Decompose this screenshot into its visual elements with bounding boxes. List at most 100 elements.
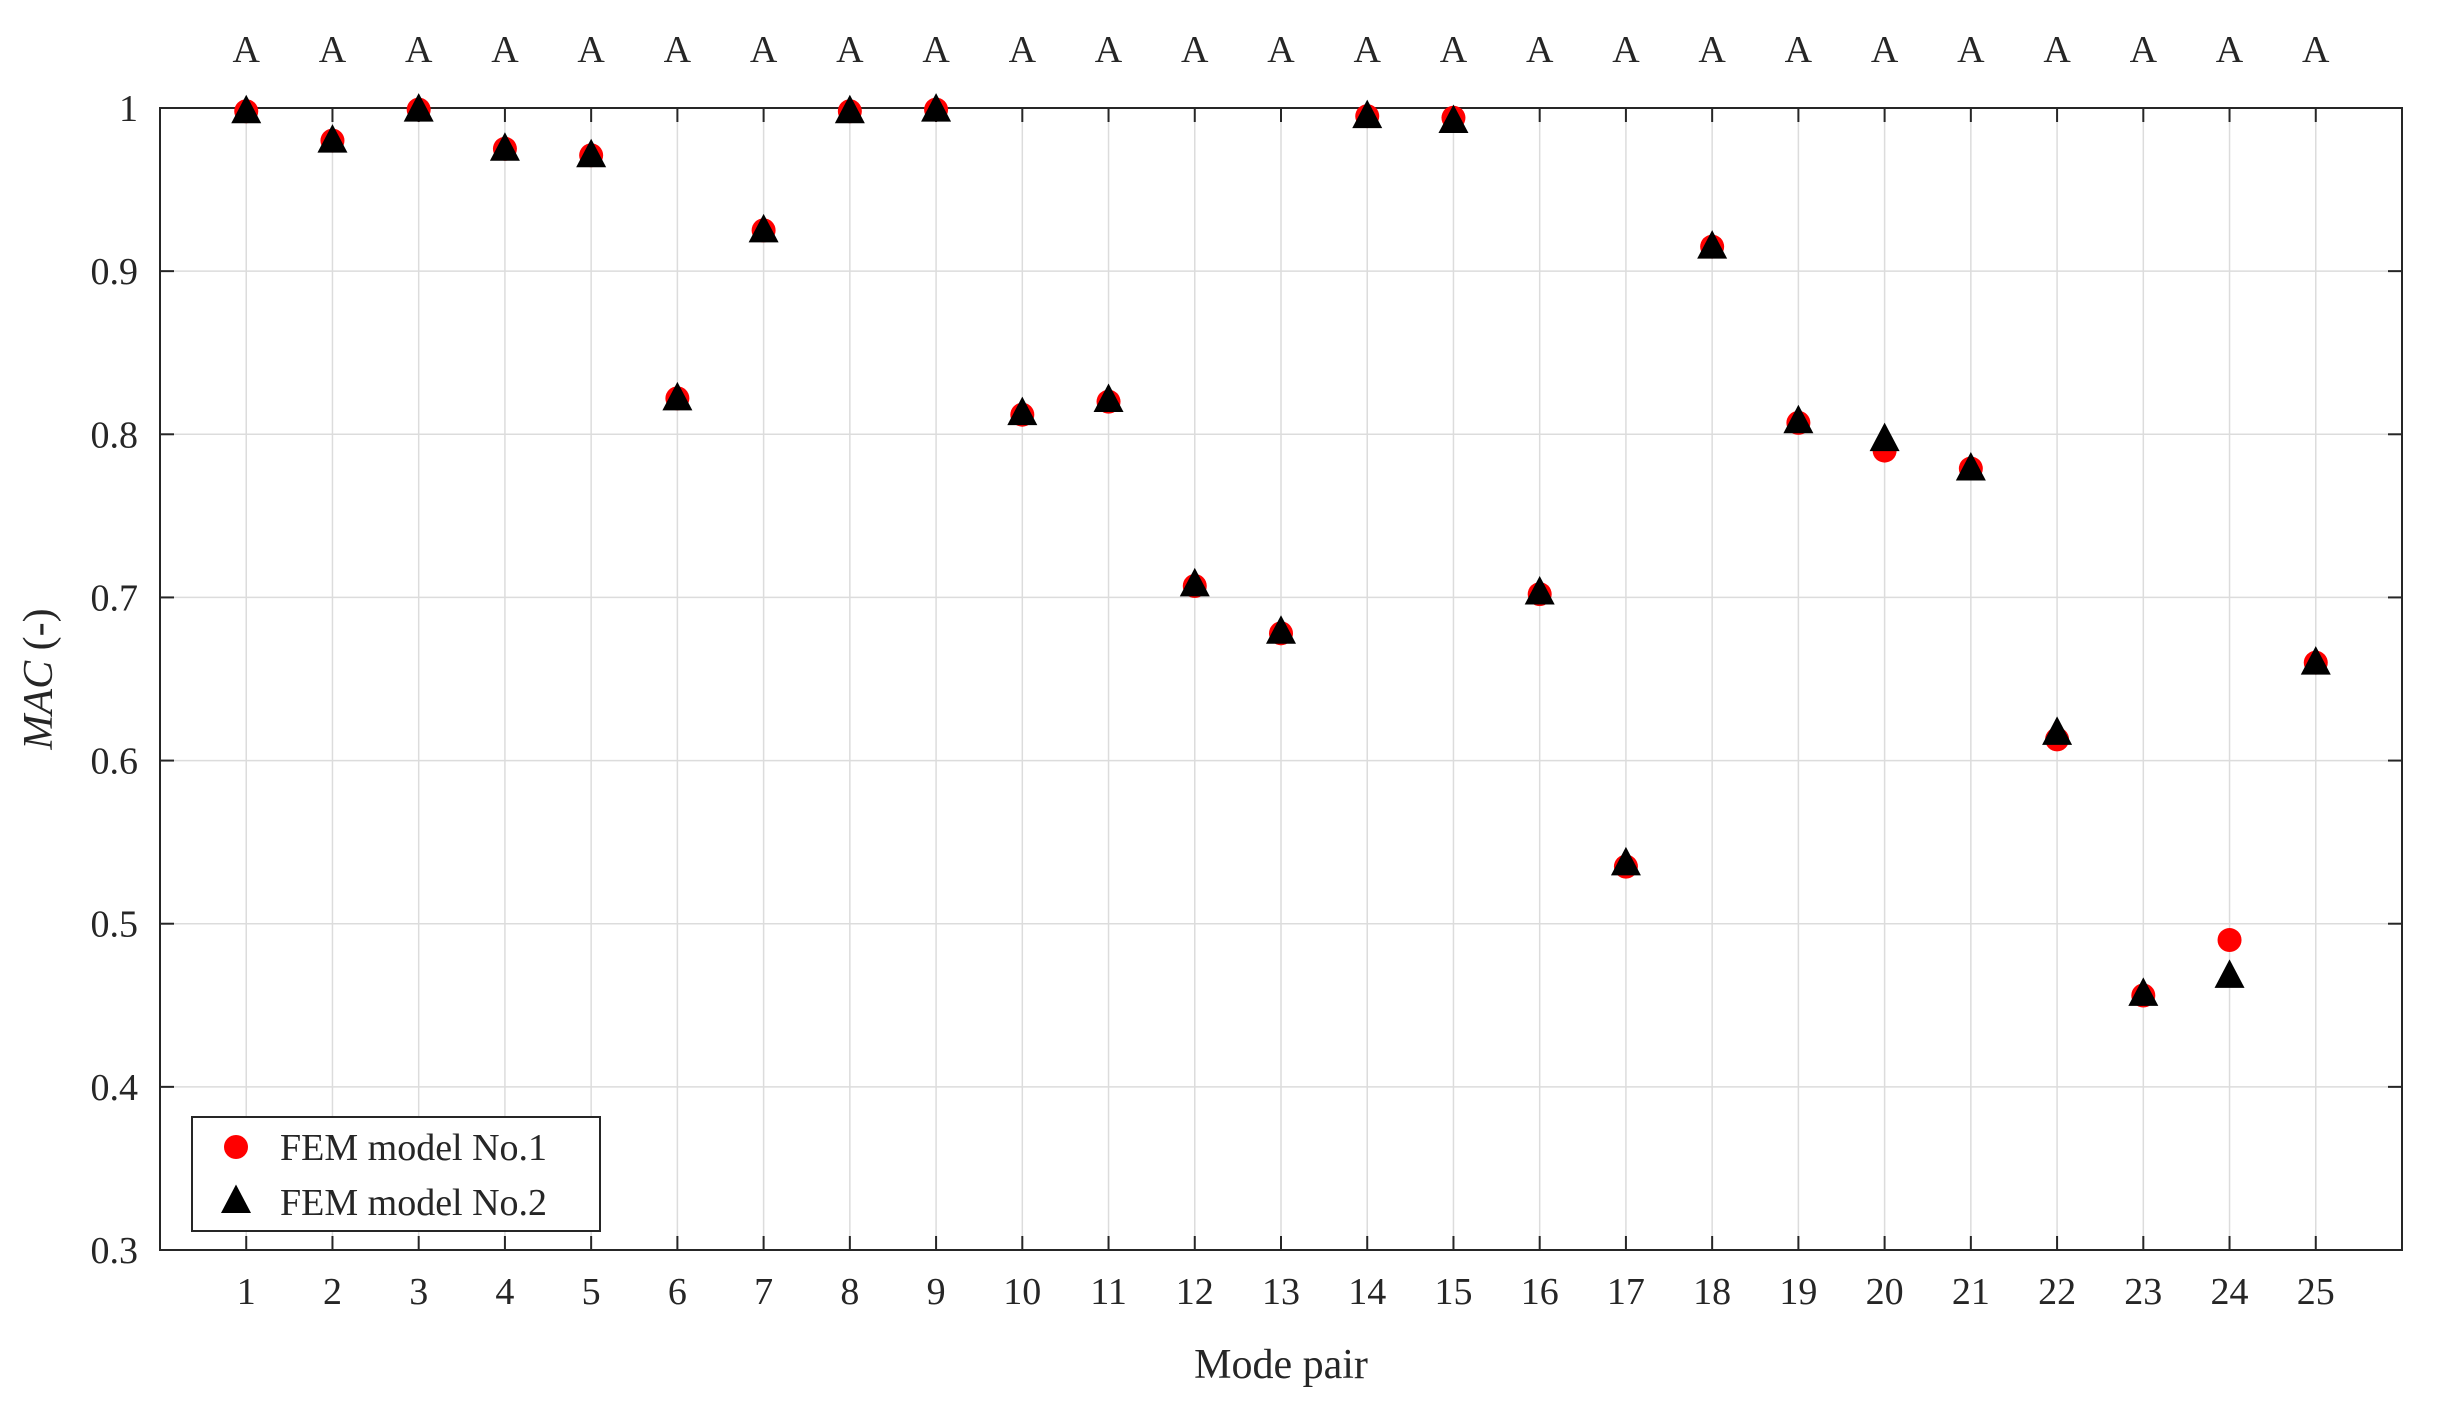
data-point-triangle: [1610, 846, 1641, 876]
top-label: A: [1785, 29, 1813, 71]
x-tick-label: 4: [495, 1271, 514, 1313]
legend-box: [191, 1116, 601, 1232]
y-tick-label: 0.7: [91, 577, 139, 619]
data-point-triangle: [1524, 576, 1555, 605]
axis-ticks: [160, 107, 2402, 1251]
top-label: A: [836, 29, 864, 71]
x-tick-label: 15: [1434, 1271, 1472, 1313]
data-point-triangle: [1007, 396, 1038, 426]
x-tick-label: 9: [927, 1271, 946, 1313]
legend: FEM model No.1 FEM model No.2: [191, 1116, 601, 1232]
data-point-triangle: [2214, 959, 2245, 988]
data-point-triangle: [1093, 383, 1124, 413]
x-tick-label: 13: [1262, 1271, 1300, 1313]
top-label: A: [2043, 29, 2071, 71]
data-point-triangle: [834, 94, 865, 124]
x-axis-title: Mode pair: [1194, 1342, 1368, 1388]
x-tick-label: 25: [2297, 1271, 2335, 1313]
x-tick-label: 7: [754, 1271, 773, 1313]
x-tick-label: 22: [2038, 1271, 2076, 1313]
data-point-triangle: [2128, 977, 2159, 1006]
y-axis-title: MAC (-): [16, 608, 62, 750]
data-point-triangle: [1955, 452, 1986, 481]
y-tick-label: 0.8: [91, 414, 139, 456]
data-point-triangle: [1869, 422, 1900, 452]
series-2-points: [231, 93, 2331, 1006]
x-tick-label: 5: [582, 1271, 601, 1313]
top-label: A: [319, 29, 347, 71]
x-tick-label: 1: [237, 1271, 256, 1313]
data-series: [231, 93, 2331, 1008]
top-label: A: [1354, 29, 1382, 71]
x-tick-label: 6: [668, 1271, 687, 1313]
data-point-triangle: [1352, 99, 1383, 129]
top-label: A: [2302, 29, 2330, 71]
x-tick-label: 3: [409, 1271, 428, 1313]
data-point-triangle: [2042, 716, 2073, 745]
top-label: A: [1871, 29, 1899, 71]
data-point-triangle: [231, 94, 262, 124]
top-label: A: [750, 29, 778, 71]
y-tick-label: 0.4: [91, 1067, 139, 1109]
y-tick-label: 1: [119, 88, 138, 130]
legend-label-series-1: FEM model No.1: [280, 1127, 547, 1169]
top-label: A: [2130, 29, 2158, 71]
x-tick-label: 14: [1348, 1271, 1386, 1313]
data-point-triangle: [748, 213, 779, 243]
x-tick-label: 8: [840, 1271, 859, 1313]
data-point-triangle: [921, 93, 952, 122]
x-tick-label: 11: [1090, 1271, 1127, 1313]
top-label: A: [1009, 29, 1037, 71]
x-tick-label: 24: [2211, 1271, 2249, 1313]
top-label: A: [1181, 29, 1209, 71]
top-label: A: [577, 29, 605, 71]
data-point-triangle: [489, 132, 520, 161]
data-point-triangle: [576, 138, 607, 168]
data-point-triangle: [403, 93, 434, 122]
y-tick-label: 0.3: [91, 1230, 139, 1272]
x-tick-label: 23: [2124, 1271, 2162, 1313]
data-point-circle: [2217, 928, 2242, 953]
y-axis-tick-labels: 0.3 0.4 0.5 0.6 0.7 0.8 0.9 1: [91, 88, 139, 1272]
x-tick-label: 18: [1693, 1271, 1731, 1313]
top-label: A: [1526, 29, 1554, 71]
y-axis-title-suffix: (-): [16, 608, 62, 660]
top-label: A: [1957, 29, 1985, 71]
x-axis-tick-labels: 1 2 3 4 5 6 7 8 9 10 11 12 13 14 15 16 17 18 19 20 21 22 23 24 2…: [237, 1271, 2335, 1313]
top-label: A: [1095, 29, 1123, 71]
data-point-triangle: [1697, 230, 1728, 259]
top-label: A: [233, 29, 261, 71]
x-tick-label: 20: [1866, 1271, 1904, 1313]
top-label: A: [1440, 29, 1468, 71]
data-point-triangle: [1266, 615, 1296, 644]
data-point-triangle: [662, 381, 693, 411]
top-label: A: [491, 29, 519, 71]
top-label: A: [664, 29, 692, 71]
top-label: A: [405, 29, 433, 71]
x-tick-label: 19: [1779, 1271, 1817, 1313]
x-tick-label: 16: [1521, 1271, 1559, 1313]
top-label: A: [922, 29, 950, 71]
legend-label-series-2: FEM model No.2: [280, 1182, 547, 1224]
x-tick-label: 12: [1176, 1271, 1214, 1313]
legend-marker-triangle: [221, 1184, 251, 1213]
data-point-triangle: [1179, 567, 1210, 597]
legend-marker-circle: [224, 1135, 248, 1159]
data-point-triangle: [317, 124, 348, 153]
y-axis-title-italic: MAC: [16, 660, 62, 751]
data-point-triangle: [1783, 404, 1814, 434]
x-tick-label: 2: [323, 1271, 342, 1313]
top-label: A: [2216, 29, 2244, 71]
x-tick-label: 10: [1003, 1271, 1041, 1313]
top-label: A: [1267, 29, 1295, 71]
top-label: A: [1612, 29, 1640, 71]
data-point-triangle: [1438, 104, 1469, 134]
y-tick-label: 0.9: [91, 251, 139, 293]
top-label: A: [1698, 29, 1726, 71]
x-tick-label: 21: [1952, 1271, 1990, 1313]
data-point-triangle: [2300, 646, 2331, 675]
y-tick-label: 0.5: [91, 904, 139, 946]
y-tick-label: 0.6: [91, 741, 139, 783]
